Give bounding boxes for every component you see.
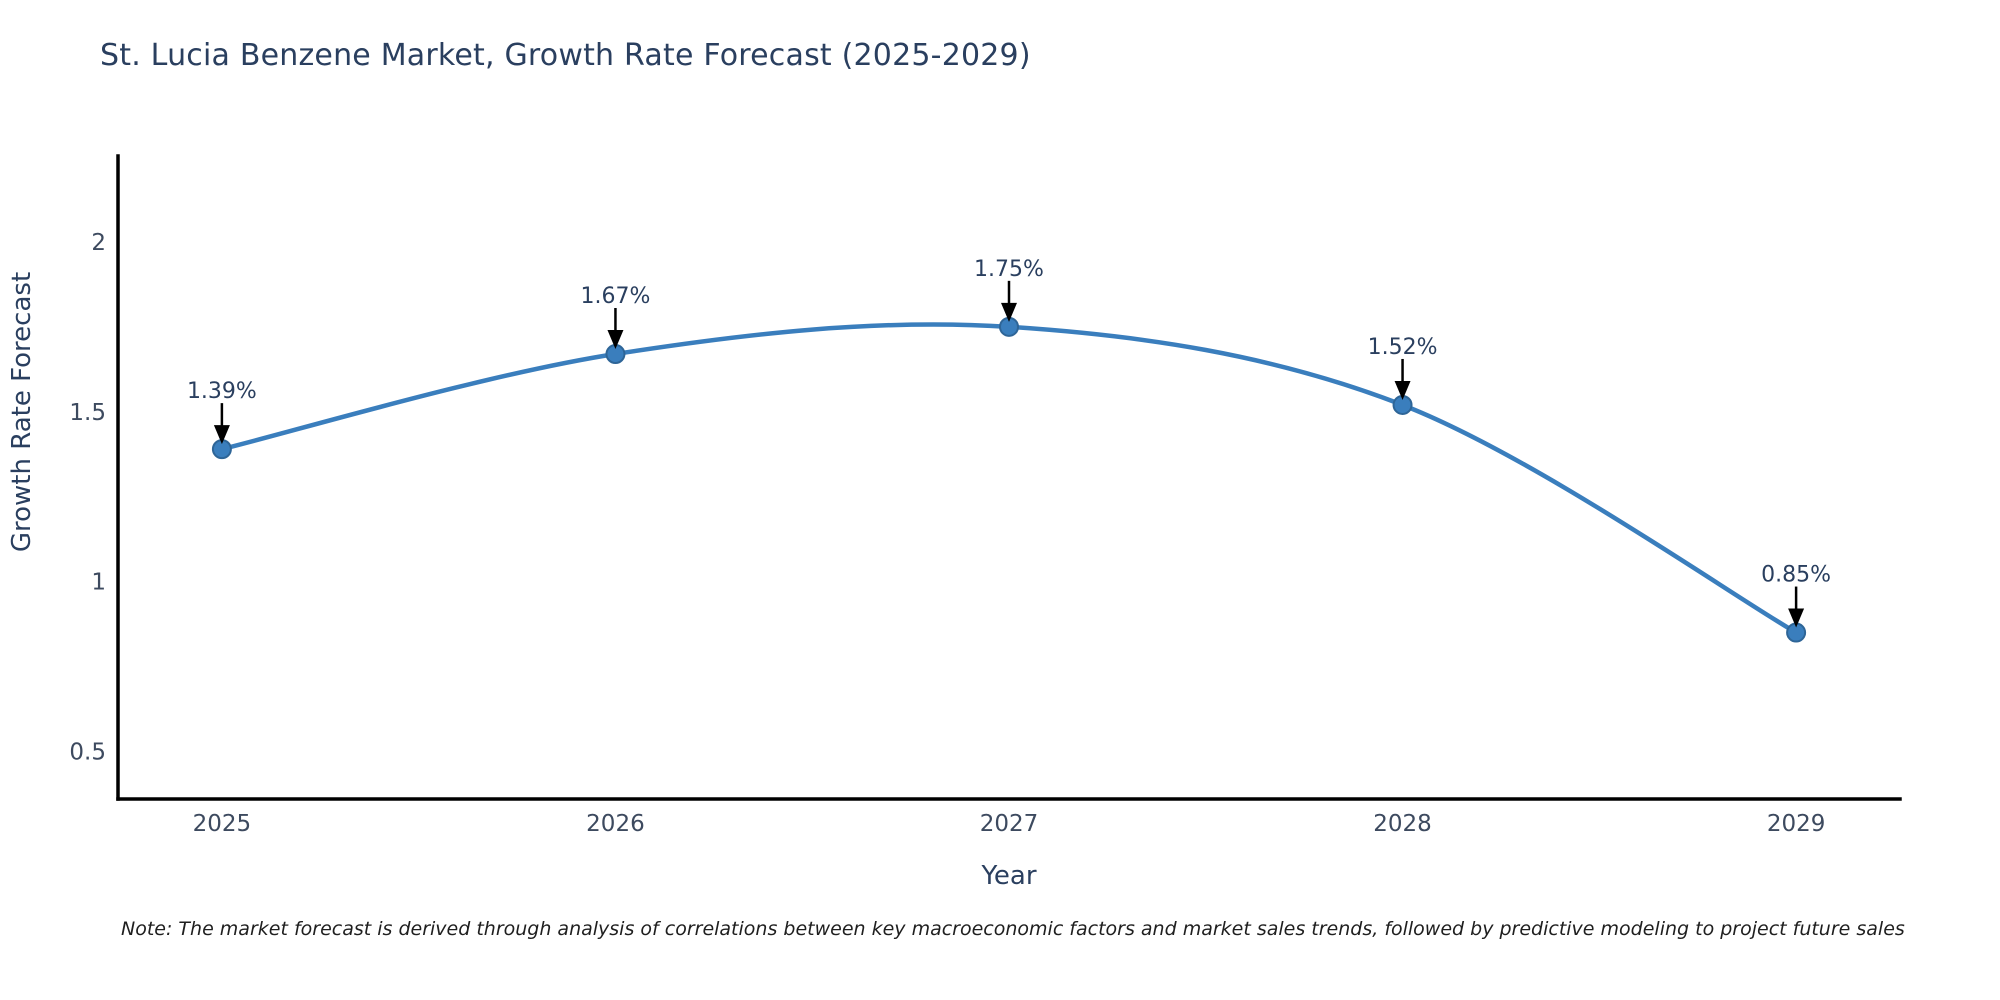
data-point-markers [211,316,1807,643]
annotation-arrowhead-icon [1788,608,1805,628]
data-point-label: 1.67% [581,284,651,309]
y-tick-label: 1 [91,570,106,596]
y-tick-label: 2 [91,230,106,256]
annotation-arrowhead-icon [1394,380,1411,400]
x-tick-label: 2027 [980,811,1039,837]
data-point-label: 1.52% [1368,335,1438,360]
annotation-arrowhead-icon [607,330,624,350]
x-axis-tick-labels: 2025 2026 2027 2028 2029 [193,811,1826,837]
y-axis-tick-labels: 0.5 1 1.5 2 [69,230,106,766]
data-point-label: 0.85% [1761,563,1831,588]
data-point-label: 1.75% [974,257,1044,282]
x-tick-label: 2028 [1373,811,1432,837]
chart-title: St. Lucia Benzene Market, Growth Rate Fo… [100,38,1031,73]
annotation-arrowhead-icon [213,425,230,445]
y-tick-label: 0.5 [69,739,106,765]
y-axis-title: Growth Rate Forecast [7,272,37,552]
footnote: Note: The market forecast is derived thr… [121,918,1905,940]
x-tick-label: 2029 [1767,811,1826,837]
data-point-annotations: 1.39% 1.67% 1.75% 1.52% 0.85% [187,257,1831,628]
x-tick-label: 2025 [193,811,252,837]
data-point-label: 1.39% [187,379,257,404]
x-axis-title: Year [980,861,1036,891]
x-tick-label: 2026 [586,811,645,837]
annotation-arrowhead-icon [1001,302,1017,322]
series-line [219,322,1799,635]
y-tick-label: 1.5 [69,400,106,426]
